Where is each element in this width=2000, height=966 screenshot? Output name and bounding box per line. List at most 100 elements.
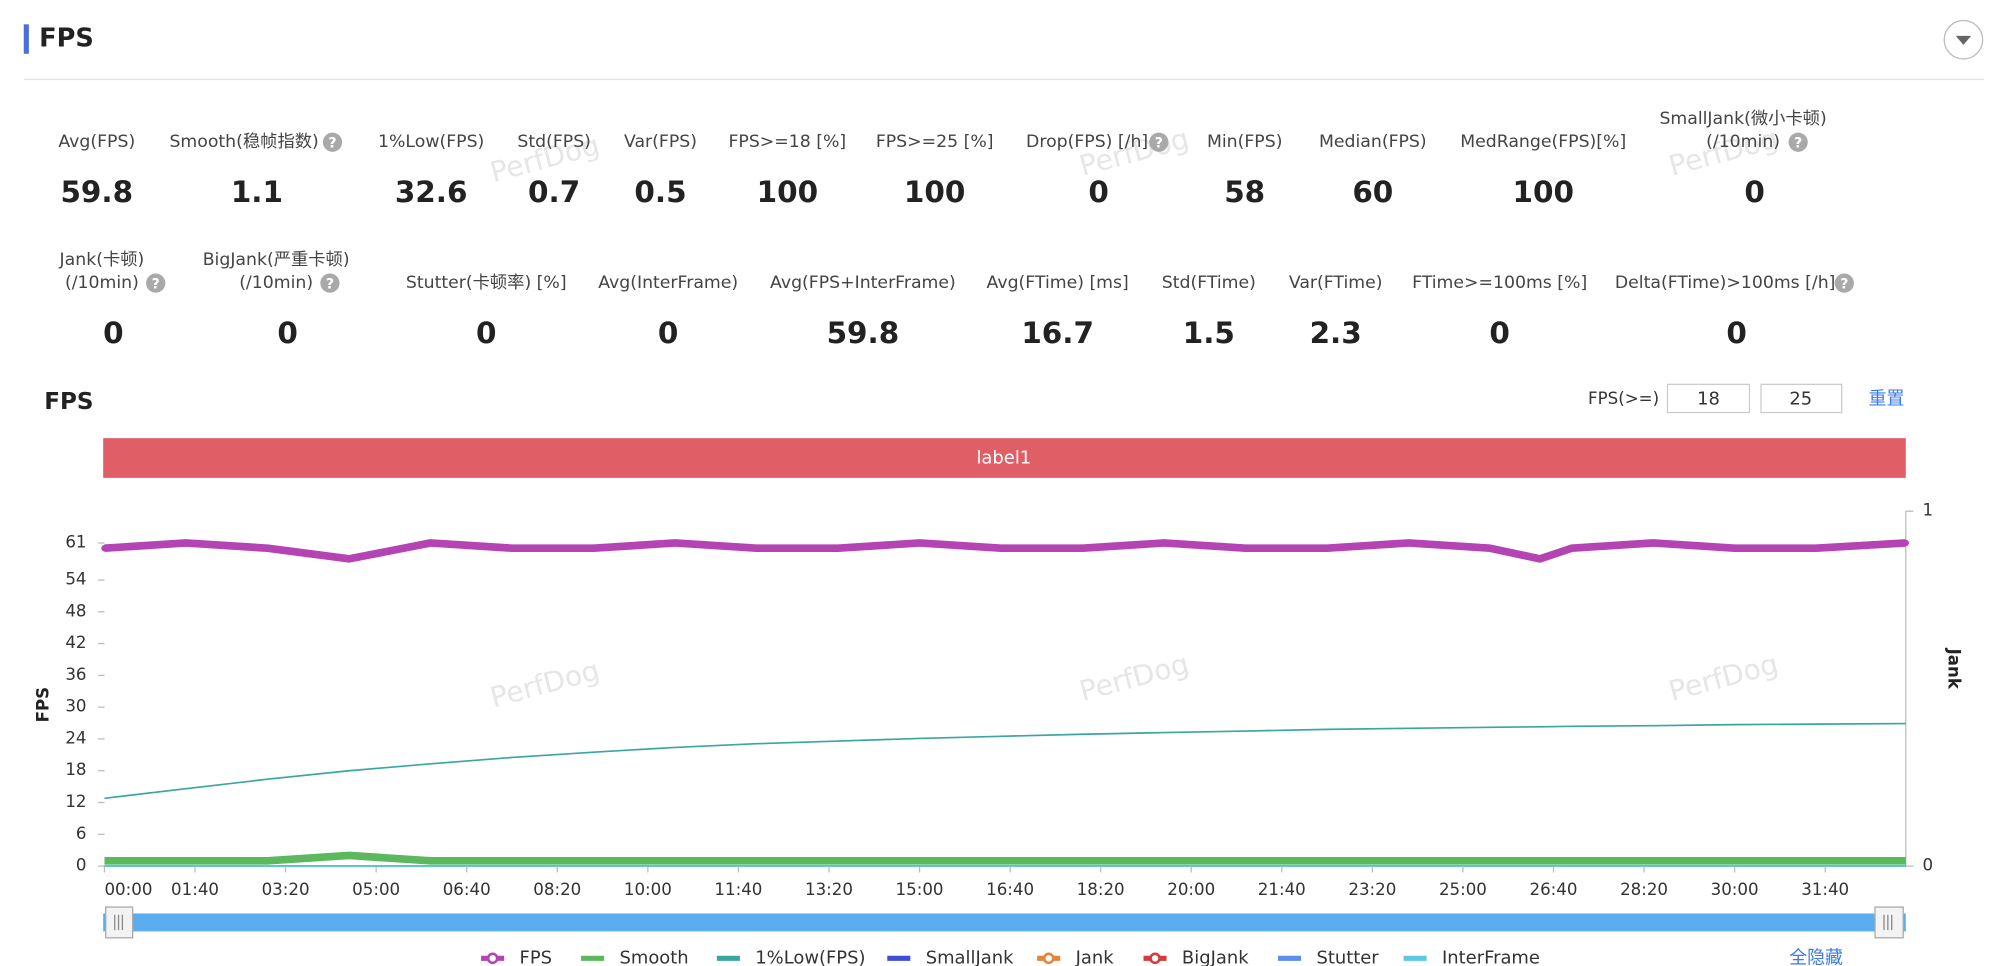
metric-value: 0 [1088, 175, 1109, 209]
legend-item[interactable]: Smooth [581, 947, 689, 966]
metric-value: 1.1 [231, 175, 283, 209]
metric-value: 16.7 [1021, 316, 1094, 350]
x-tick-label: 25:00 [1439, 880, 1487, 899]
metric-value: 0.7 [528, 175, 580, 209]
watermark: PerfDog [487, 654, 603, 715]
metric-value: 0 [658, 316, 679, 350]
watermark: PerfDog [1076, 122, 1192, 183]
legend-item[interactable]: BigJank [1143, 947, 1249, 966]
legend-item[interactable]: 1%Low(FPS) [716, 947, 866, 966]
y2-tick-label: 1 [1922, 501, 1933, 520]
fps-point [427, 539, 434, 547]
y-tick-label: 30 [65, 697, 86, 716]
help-icon-mark: ? [1794, 135, 1802, 151]
y2-axis-label: Jank [1945, 648, 1964, 690]
metric-label: FTime>=100ms [%] [1412, 273, 1587, 293]
y-tick-label: 48 [65, 601, 86, 620]
metric-label: FPS>=25 [%] [876, 132, 994, 152]
fps-point [1536, 555, 1544, 563]
legend-label: 1%Low(FPS) [755, 947, 865, 966]
collapse-button[interactable] [1943, 19, 1984, 60]
metric-label: Avg(FTime) [ms] [987, 273, 1129, 293]
fps-point [345, 555, 353, 563]
metric-label: SmallJank(微小卡顿) [1659, 109, 1826, 129]
fps-point [1902, 539, 1909, 547]
metric-label: Jank(卡顿) [59, 250, 145, 270]
series-line [104, 851, 1906, 865]
fps-point [997, 545, 1005, 552]
threshold-high: 25 [1789, 389, 1812, 410]
help-icon[interactable] [146, 273, 166, 293]
y-tick-label: 18 [65, 760, 86, 779]
y-tick-label: 54 [65, 570, 86, 589]
help-icon[interactable] [1149, 132, 1169, 152]
series-line [104, 539, 1907, 563]
x-tick-label: 10:00 [624, 880, 672, 899]
legend-item[interactable]: FPS [481, 947, 552, 966]
reset-link[interactable]: 重置 [1869, 389, 1905, 410]
metric-label: FPS>=18 [%] [728, 132, 846, 152]
x-tick-label: 08:20 [533, 880, 581, 899]
help-icon[interactable] [1834, 273, 1854, 293]
x-tick-label: 13:20 [805, 880, 853, 899]
metric-value: 60 [1352, 175, 1393, 209]
chart-title: FPS [44, 389, 93, 415]
help-icon[interactable] [322, 132, 343, 152]
metric-label: Stutter(卡顿率) [%] [406, 273, 567, 293]
fps-point [916, 539, 923, 547]
legend-item[interactable]: InterFrame [1403, 947, 1540, 966]
legend-label: Stutter [1316, 947, 1379, 966]
fps-point [1079, 545, 1086, 552]
help-icon-mark: ? [1155, 135, 1163, 151]
legend-label: Jank [1075, 947, 1115, 966]
x-tick-label: 00:00 [104, 880, 152, 899]
legend-item[interactable]: Jank [1037, 947, 1114, 966]
hide-all-link[interactable]: 全隐藏 [1789, 947, 1843, 966]
legend-item[interactable]: SmallJank [887, 947, 1014, 966]
metric-value: 0 [1489, 316, 1510, 350]
metric-label: Avg(InterFrame) [598, 273, 738, 293]
y-tick-label: 42 [65, 633, 86, 652]
legend-item[interactable]: Stutter [1278, 947, 1379, 966]
fps-point [1242, 545, 1249, 552]
metric-label: Delta(FTime)>100ms [/h] [1615, 273, 1836, 293]
metric-value: 100 [1512, 175, 1573, 209]
help-icon-mark: ? [152, 276, 160, 292]
x-tick-label: 15:00 [896, 880, 944, 899]
label-band [103, 438, 1906, 478]
metric-sublabel: (/10min) [239, 273, 313, 293]
y-tick-label: 24 [65, 728, 86, 747]
help-icon[interactable] [1788, 132, 1808, 152]
fps-point [671, 539, 679, 547]
fps-point [1649, 539, 1657, 547]
metric-value: 0 [1744, 175, 1765, 209]
metric-value: 0.5 [634, 175, 686, 209]
legend-label: InterFrame [1442, 947, 1540, 966]
metric-value: 0 [277, 316, 298, 350]
watermark: PerfDog [1665, 647, 1781, 708]
y-tick-label: 36 [65, 665, 86, 684]
x-tick-label: 28:20 [1620, 880, 1668, 899]
series-line [104, 722, 1906, 800]
metric-label: Avg(FPS) [58, 132, 135, 152]
x-tick-label: 16:40 [986, 880, 1034, 899]
metric-label: Min(FPS) [1207, 132, 1282, 152]
help-icon[interactable] [320, 273, 340, 293]
metric-value: 59.8 [60, 175, 133, 209]
legend-label: SmallJank [926, 947, 1014, 966]
band-label: label1 [976, 448, 1031, 469]
x-tick-label: 11:40 [714, 880, 762, 899]
fps-point [1160, 539, 1168, 547]
threshold-input[interactable] [1760, 383, 1843, 414]
metric-label: Drop(FPS) [/h] [1026, 132, 1148, 152]
help-icon-mark: ? [1840, 276, 1848, 292]
zoom-slider[interactable] [103, 906, 1906, 939]
legend-marker [1042, 952, 1055, 965]
metric-label: BigJank(严重卡顿) [203, 250, 350, 270]
metric-label: Avg(FPS+InterFrame) [770, 273, 956, 293]
metric-value: 0 [476, 316, 497, 350]
threshold-input[interactable] [1666, 383, 1751, 414]
watermark: PerfDog [1665, 122, 1781, 183]
panel-title: FPS [39, 24, 94, 54]
